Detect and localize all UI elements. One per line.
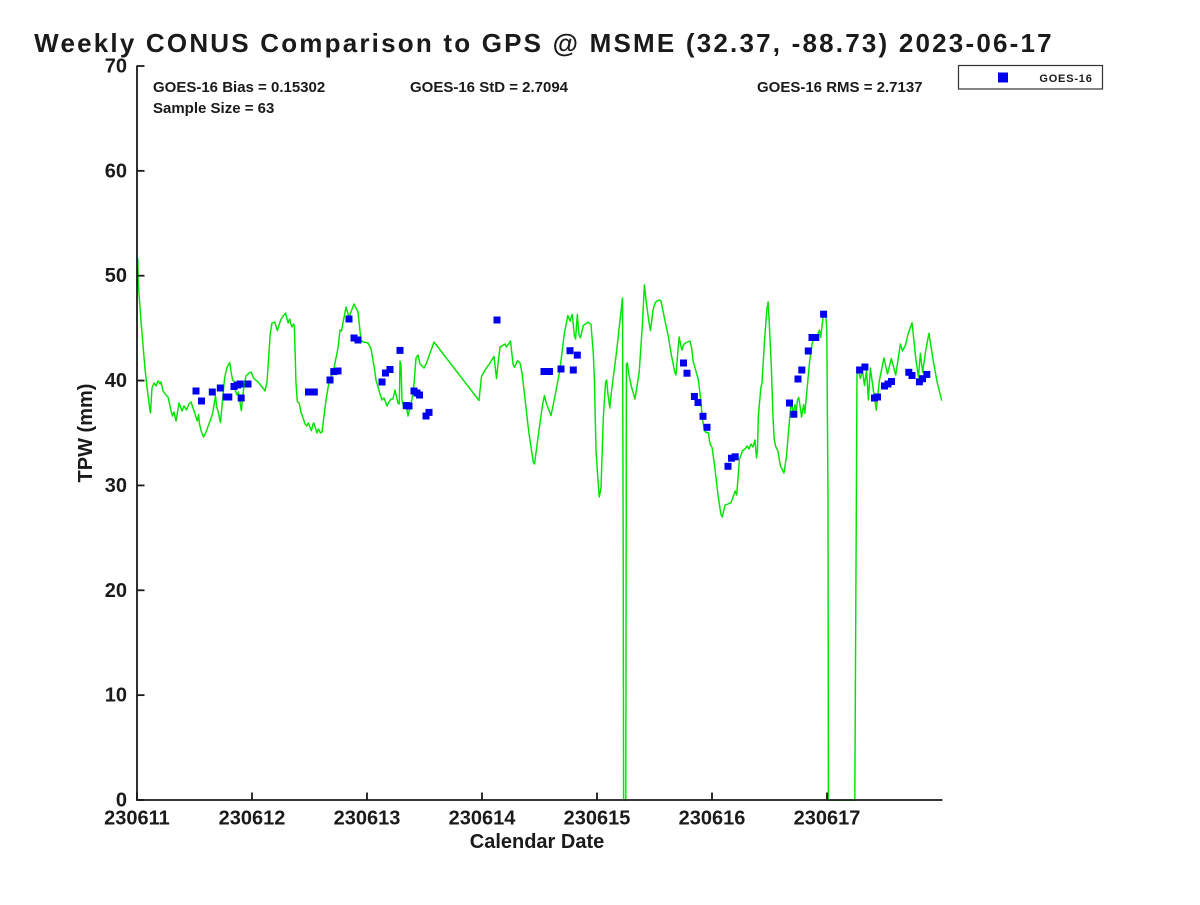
svg-text:10: 10: [105, 685, 127, 707]
svg-text:230613: 230613: [334, 808, 401, 830]
svg-text:230611: 230611: [104, 808, 170, 830]
svg-text:20: 20: [105, 580, 127, 602]
svg-text:40: 40: [105, 370, 127, 392]
svg-text:TPW (mm): TPW (mm): [75, 384, 97, 483]
svg-text:Calendar Date: Calendar Date: [470, 831, 605, 853]
svg-text:50: 50: [105, 265, 127, 287]
svg-text:Sample Size = 63: Sample Size = 63: [153, 100, 274, 117]
svg-text:230617: 230617: [794, 808, 861, 830]
svg-text:230612: 230612: [219, 808, 286, 830]
svg-text:230615: 230615: [564, 808, 631, 830]
svg-text:60: 60: [105, 160, 127, 182]
svg-text:Weekly CONUS Comparison to GPS: Weekly CONUS Comparison to GPS @ MSME (3…: [34, 28, 1054, 58]
svg-text:30: 30: [105, 475, 127, 497]
svg-text:230616: 230616: [679, 808, 746, 830]
svg-text:230614: 230614: [449, 808, 517, 830]
svg-text:GOES-16 Bias = 0.15302: GOES-16 Bias = 0.15302: [153, 79, 325, 96]
svg-text:GOES-16 RMS = 2.7137: GOES-16 RMS = 2.7137: [757, 79, 923, 96]
svg-text:0: 0: [116, 790, 127, 812]
svg-text:GOES-16 StD = 2.7094: GOES-16 StD = 2.7094: [410, 79, 569, 96]
svg-text:70: 70: [105, 56, 127, 78]
svg-text:GOES-16: GOES-16: [1039, 73, 1092, 85]
